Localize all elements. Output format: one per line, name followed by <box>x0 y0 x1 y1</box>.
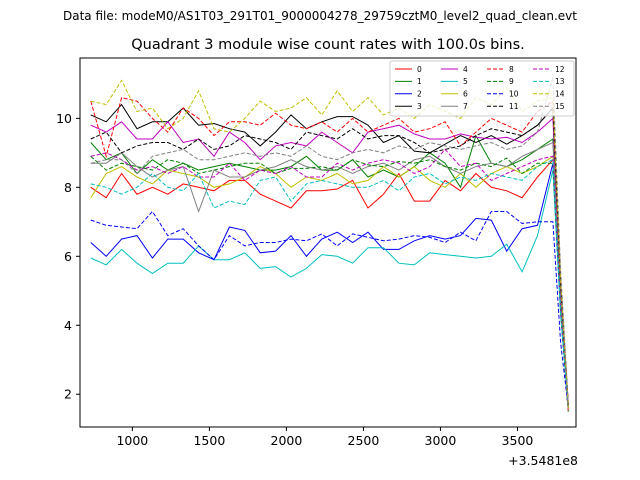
series-line-9 <box>90 155 569 412</box>
legend-label-3: 3 <box>417 102 422 111</box>
plot-frame <box>79 57 577 428</box>
x-tick-label: 3000 <box>425 433 457 448</box>
plot-area <box>90 76 569 412</box>
legend-label-14: 14 <box>555 90 565 99</box>
y-tick-label: 8 <box>64 180 72 195</box>
series-line-3 <box>90 103 569 405</box>
legend-label-4: 4 <box>463 65 468 74</box>
legend-box <box>389 60 575 117</box>
legend-label-9: 9 <box>509 77 514 86</box>
x-offset-label: +3.5481e8 <box>508 453 578 468</box>
series-line-5 <box>90 169 569 409</box>
legend-label-6: 6 <box>463 90 468 99</box>
series-line-0 <box>90 158 569 412</box>
legend-label-1: 1 <box>417 77 422 86</box>
legend-label-11: 11 <box>509 102 519 111</box>
chart-title: Quadrant 3 module wise count rates with … <box>131 37 525 53</box>
legend-label-15: 15 <box>555 102 565 111</box>
series-line-11 <box>90 106 569 405</box>
legend-label-12: 12 <box>555 65 565 74</box>
x-tick-label: 1500 <box>193 433 225 448</box>
series-line-8 <box>90 97 569 405</box>
x-tick-label: 2500 <box>348 433 380 448</box>
series-line-4 <box>90 117 569 409</box>
series-line-10 <box>90 210 569 409</box>
legend-label-2: 2 <box>417 90 422 99</box>
series-line-6 <box>90 155 569 409</box>
chart-suptitle: Data file: modeM0/AS1T03_291T01_90000042… <box>63 9 577 23</box>
x-tick-label: 1000 <box>116 433 148 448</box>
y-tick-label: 2 <box>64 387 72 402</box>
y-tick-label: 6 <box>64 249 72 264</box>
series-line-13 <box>90 158 569 409</box>
legend-label-7: 7 <box>463 102 468 111</box>
legend-label-0: 0 <box>417 65 422 74</box>
y-tick-label: 4 <box>64 318 72 333</box>
x-tick-label: 2000 <box>271 433 303 448</box>
x-tick-label: 3500 <box>502 433 534 448</box>
series-line-15 <box>90 76 569 405</box>
series-line-2 <box>90 163 569 409</box>
series-line-14 <box>90 79 569 409</box>
y-tick-label: 10 <box>56 111 72 126</box>
legend-label-5: 5 <box>463 77 468 86</box>
legend-label-10: 10 <box>509 90 519 99</box>
series-line-7 <box>90 141 569 409</box>
legend-label-8: 8 <box>509 65 514 74</box>
series-line-12 <box>90 148 569 409</box>
legend-label-13: 13 <box>555 77 565 86</box>
